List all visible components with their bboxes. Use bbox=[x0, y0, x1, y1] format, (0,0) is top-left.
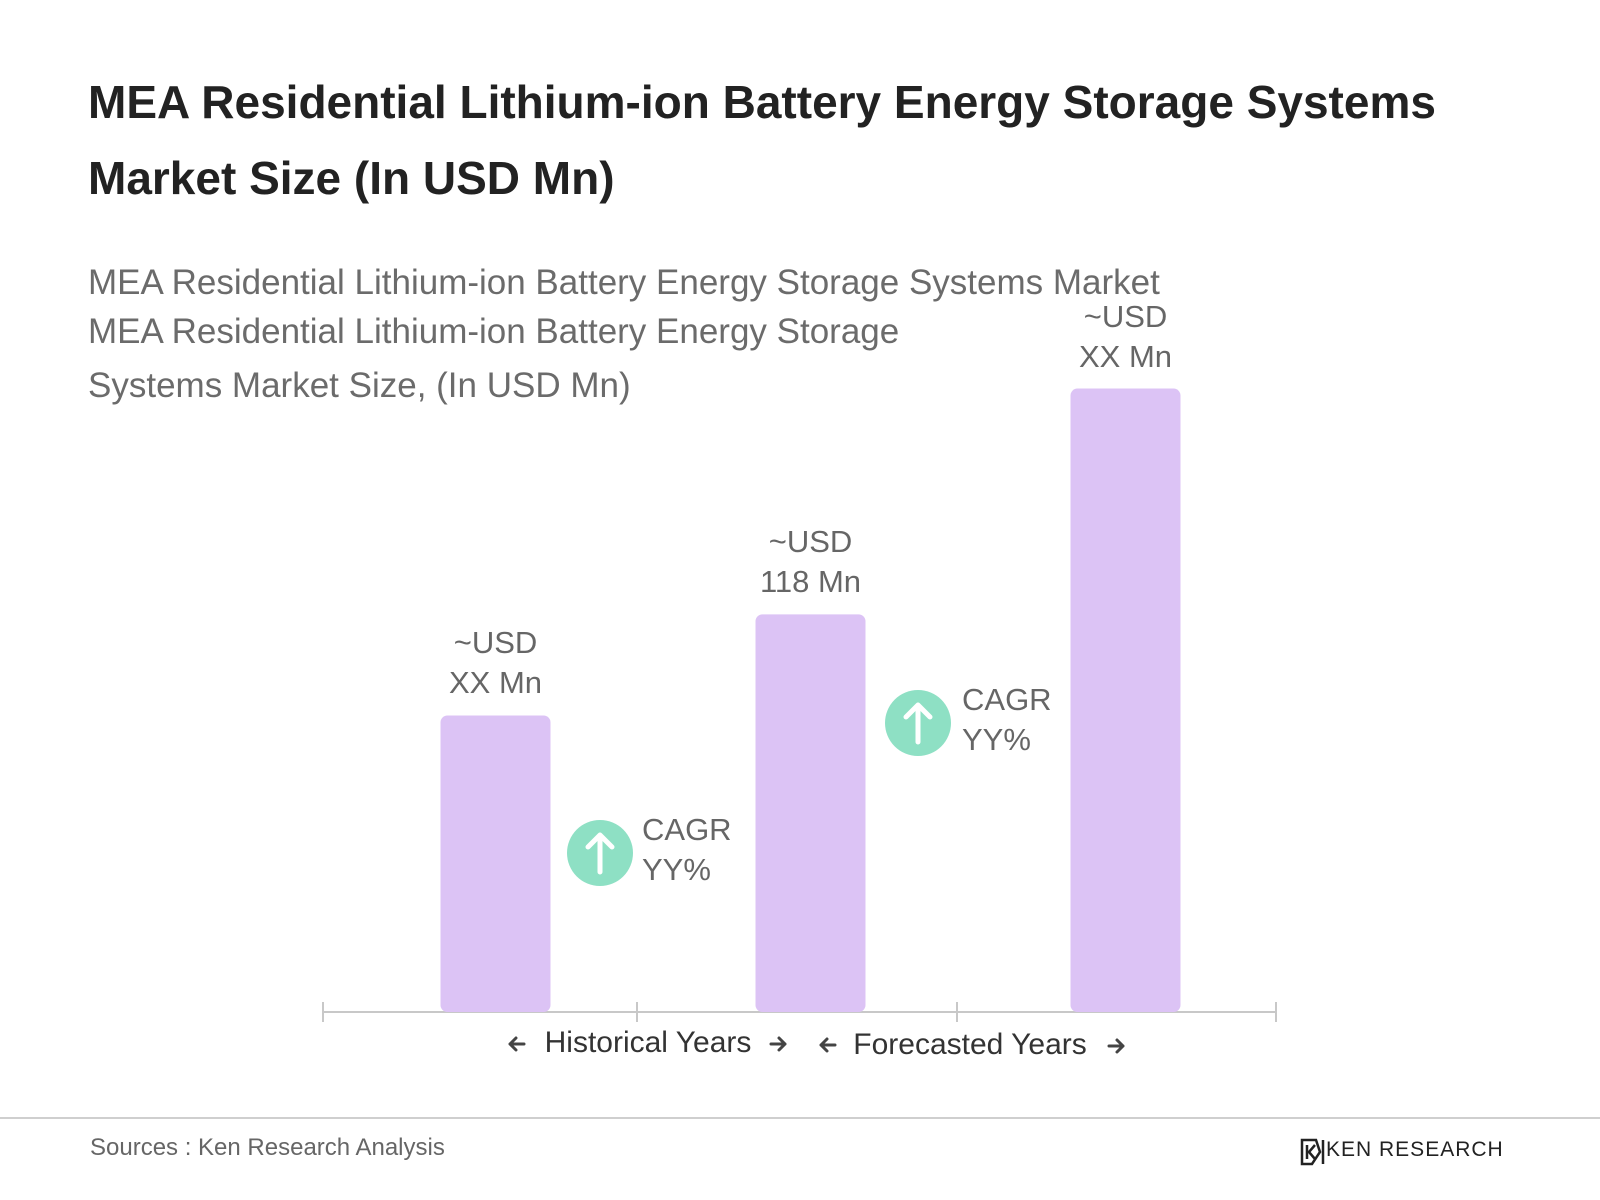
up-arrow bbox=[585, 832, 615, 875]
cagr-label: CAGR YY% bbox=[962, 682, 1052, 757]
period-arrows bbox=[508, 1036, 1125, 1054]
logo-text: KEN RESEARCH bbox=[1326, 1138, 1504, 1161]
logo-mark bbox=[1300, 1138, 1325, 1166]
cagr-icon bbox=[567, 820, 633, 886]
source-note: Sources : Ken Research Analysis bbox=[90, 1134, 445, 1161]
up-arrow bbox=[903, 702, 933, 745]
logo-shield bbox=[1300, 1138, 1322, 1166]
cagr-label: CAGR YY% bbox=[642, 812, 732, 887]
chart-subtitle: MEA Residential Lithium-ion Battery Ener… bbox=[88, 312, 900, 405]
value-label: ~USD 118 Mn bbox=[759, 524, 862, 600]
cagr-icon bbox=[885, 690, 951, 756]
value-label: ~USD XX Mn bbox=[1078, 298, 1173, 374]
bar bbox=[755, 614, 866, 1012]
chart-subtitle: MEA Residential Lithium-ion Battery Ener… bbox=[88, 263, 1160, 302]
value-label: ~USD XX Mn bbox=[448, 625, 543, 701]
chart-title: MEA Residential Lithium-ion Battery Ener… bbox=[88, 76, 1436, 204]
logo-k bbox=[1305, 1144, 1316, 1160]
arrow-right bbox=[1107, 1038, 1125, 1054]
bar bbox=[440, 715, 551, 1012]
arrow-left bbox=[819, 1037, 837, 1053]
arrow-right bbox=[769, 1036, 787, 1052]
arrow-left bbox=[508, 1036, 526, 1052]
period-label: Historical Years bbox=[544, 1026, 752, 1059]
period-label: Forecasted Years bbox=[853, 1028, 1087, 1061]
bar bbox=[1070, 388, 1181, 1012]
